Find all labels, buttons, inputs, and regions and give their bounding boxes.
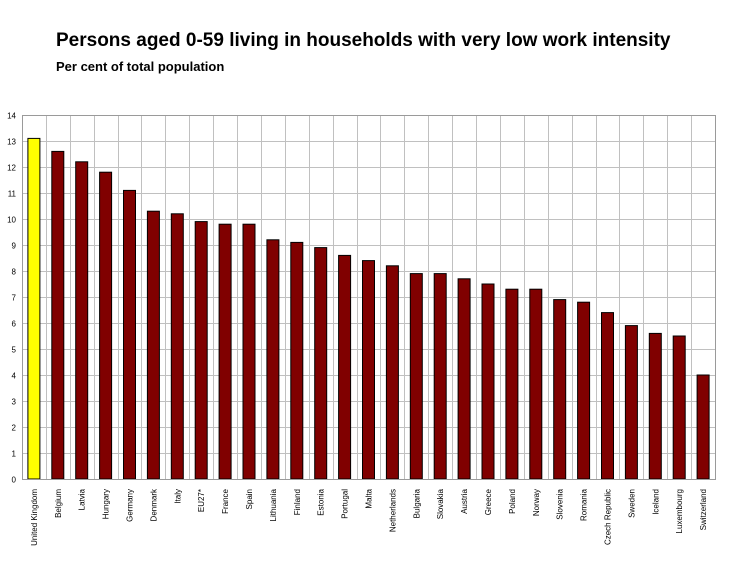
x-tick-label: Slovenia (556, 488, 565, 519)
y-tick-label: 3 (12, 398, 17, 407)
x-tick-label: Italy (173, 489, 182, 504)
x-tick-label: Latvia (78, 488, 87, 510)
bar-eu27 (194, 221, 208, 480)
bar-netherlands (385, 265, 399, 480)
bar-czech-republic (601, 312, 614, 480)
x-axis-labels: United Kingdom Belgium Latvia Hungary German… (30, 488, 708, 546)
x-tick-label: Austria (460, 488, 469, 513)
x-tick-label: Slovakia (436, 488, 445, 519)
x-tick-label: Bulgaria (412, 488, 421, 518)
x-tick-label: Romania (580, 488, 589, 521)
bar-malta (362, 260, 375, 480)
x-tick-label: Norway (532, 489, 541, 516)
y-tick-label: 7 (12, 294, 17, 303)
x-tick-label: Lithuania (269, 488, 278, 521)
bar-sweden (624, 325, 638, 480)
x-tick-label: Portugal (341, 489, 350, 519)
x-tick-label: United Kingdom (30, 489, 39, 546)
x-tick-label: Luxembourg (675, 489, 684, 533)
x-tick-label: Switzerland (699, 489, 708, 530)
bar-greece (481, 283, 495, 480)
chart-title: Persons aged 0-59 living in households w… (56, 30, 671, 51)
chart-subtitle: Per cent of total population (56, 59, 225, 74)
x-tick-label: Estonia (317, 488, 326, 515)
bar-switzerland (696, 374, 710, 480)
bar-norway (529, 288, 543, 480)
x-tick-label: Germany (126, 489, 135, 522)
y-tick-label: 12 (7, 164, 16, 173)
bar-slovakia (433, 273, 447, 480)
y-tick-label: 0 (12, 476, 17, 485)
x-tick-label: Netherlands (388, 489, 397, 532)
y-tick-label: 11 (8, 190, 17, 199)
y-tick-label: 8 (12, 268, 17, 277)
bar-germany (123, 189, 136, 480)
bar-romania (577, 301, 591, 480)
bar-spain (242, 223, 256, 480)
x-tick-label: Greece (484, 488, 493, 515)
bar-bulgaria (409, 273, 423, 480)
x-tick-label: EU27* (197, 489, 206, 512)
y-tick-label: 13 (7, 138, 16, 147)
x-tick-label: Belgium (54, 489, 63, 518)
x-tick-label: Iceland (651, 489, 660, 515)
y-tick-label: 5 (12, 346, 17, 355)
bar-luxembourg (672, 335, 686, 480)
y-tick-label: 1 (12, 450, 17, 459)
bar-poland (505, 288, 519, 480)
x-tick-label: Sweden (627, 489, 636, 518)
bar-slovenia (553, 299, 567, 480)
bar-lithuania (266, 239, 280, 480)
y-tick-label: 14 (7, 112, 16, 121)
x-tick-label: France (221, 488, 230, 513)
x-tick-label: Poland (508, 489, 517, 514)
bar-iceland (648, 332, 662, 480)
plot-area-frame (22, 115, 716, 480)
y-tick-label: 6 (12, 320, 17, 329)
bars (27, 137, 710, 480)
x-tick-label: Denmark (149, 488, 158, 521)
y-tick-label: 4 (12, 372, 17, 381)
bar-austria (457, 278, 471, 480)
bar-france (218, 223, 232, 480)
x-tick-label: Malta (365, 488, 374, 508)
bar-belgium (51, 150, 65, 480)
y-tick-label: 10 (7, 216, 16, 225)
bar-portugal (338, 254, 352, 480)
bar-united-kingdom (27, 137, 41, 480)
bar-estonia (314, 247, 328, 480)
x-tick-label: Hungary (102, 489, 111, 519)
bar-latvia (75, 161, 89, 480)
x-tick-label: Spain (245, 489, 254, 509)
x-tick-label: Finland (293, 489, 302, 515)
y-tick-label: 9 (12, 242, 17, 251)
x-tick-label: Czech Republic (603, 489, 612, 545)
y-tick-label: 2 (12, 424, 17, 433)
bar-denmark (146, 210, 160, 480)
bar-hungary (99, 171, 113, 480)
bar-finland (290, 241, 304, 480)
bar-italy (170, 213, 184, 480)
